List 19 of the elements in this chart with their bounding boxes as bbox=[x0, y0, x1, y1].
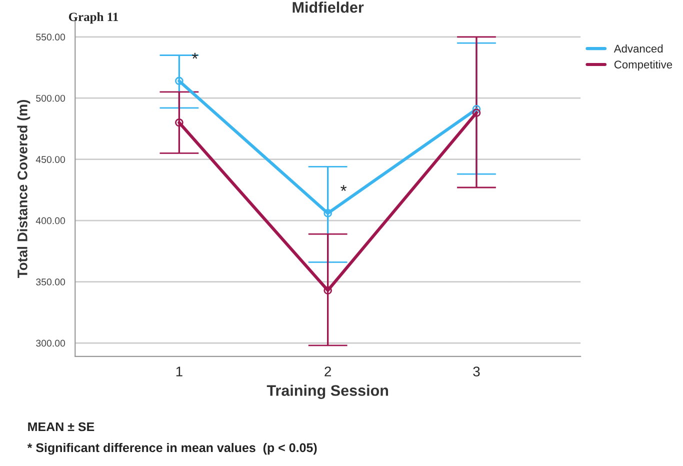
y-tick-label: 500.00 bbox=[36, 94, 66, 102]
x-axis-title: Training Session bbox=[266, 384, 388, 400]
legend-label: Advanced bbox=[614, 44, 663, 53]
y-tick-label: 300.00 bbox=[36, 340, 66, 347]
y-axis-title: Total Distance Covered (m) bbox=[17, 100, 30, 278]
y-tick-label: 450.00 bbox=[36, 156, 66, 163]
text: * Significant difference in mean values (p < 0.05) bbox=[27, 442, 317, 455]
legend-label: Competitive bbox=[614, 60, 672, 71]
y-tick-label: 550.00 bbox=[36, 34, 66, 41]
annotation: * bbox=[340, 185, 347, 191]
text: MEAN ± SE bbox=[28, 422, 94, 432]
x-tick-label: 2 bbox=[324, 366, 332, 376]
x-tick-label: 3 bbox=[473, 366, 480, 376]
annotation: * bbox=[192, 52, 198, 59]
y-tick-label: 350.00 bbox=[36, 278, 66, 286]
x-tick-label: 1 bbox=[176, 366, 182, 376]
y-tick-label: 400.00 bbox=[36, 217, 66, 224]
chart-title: Midfielder bbox=[292, 2, 364, 13]
annotation: Graph 11 bbox=[68, 12, 118, 24]
